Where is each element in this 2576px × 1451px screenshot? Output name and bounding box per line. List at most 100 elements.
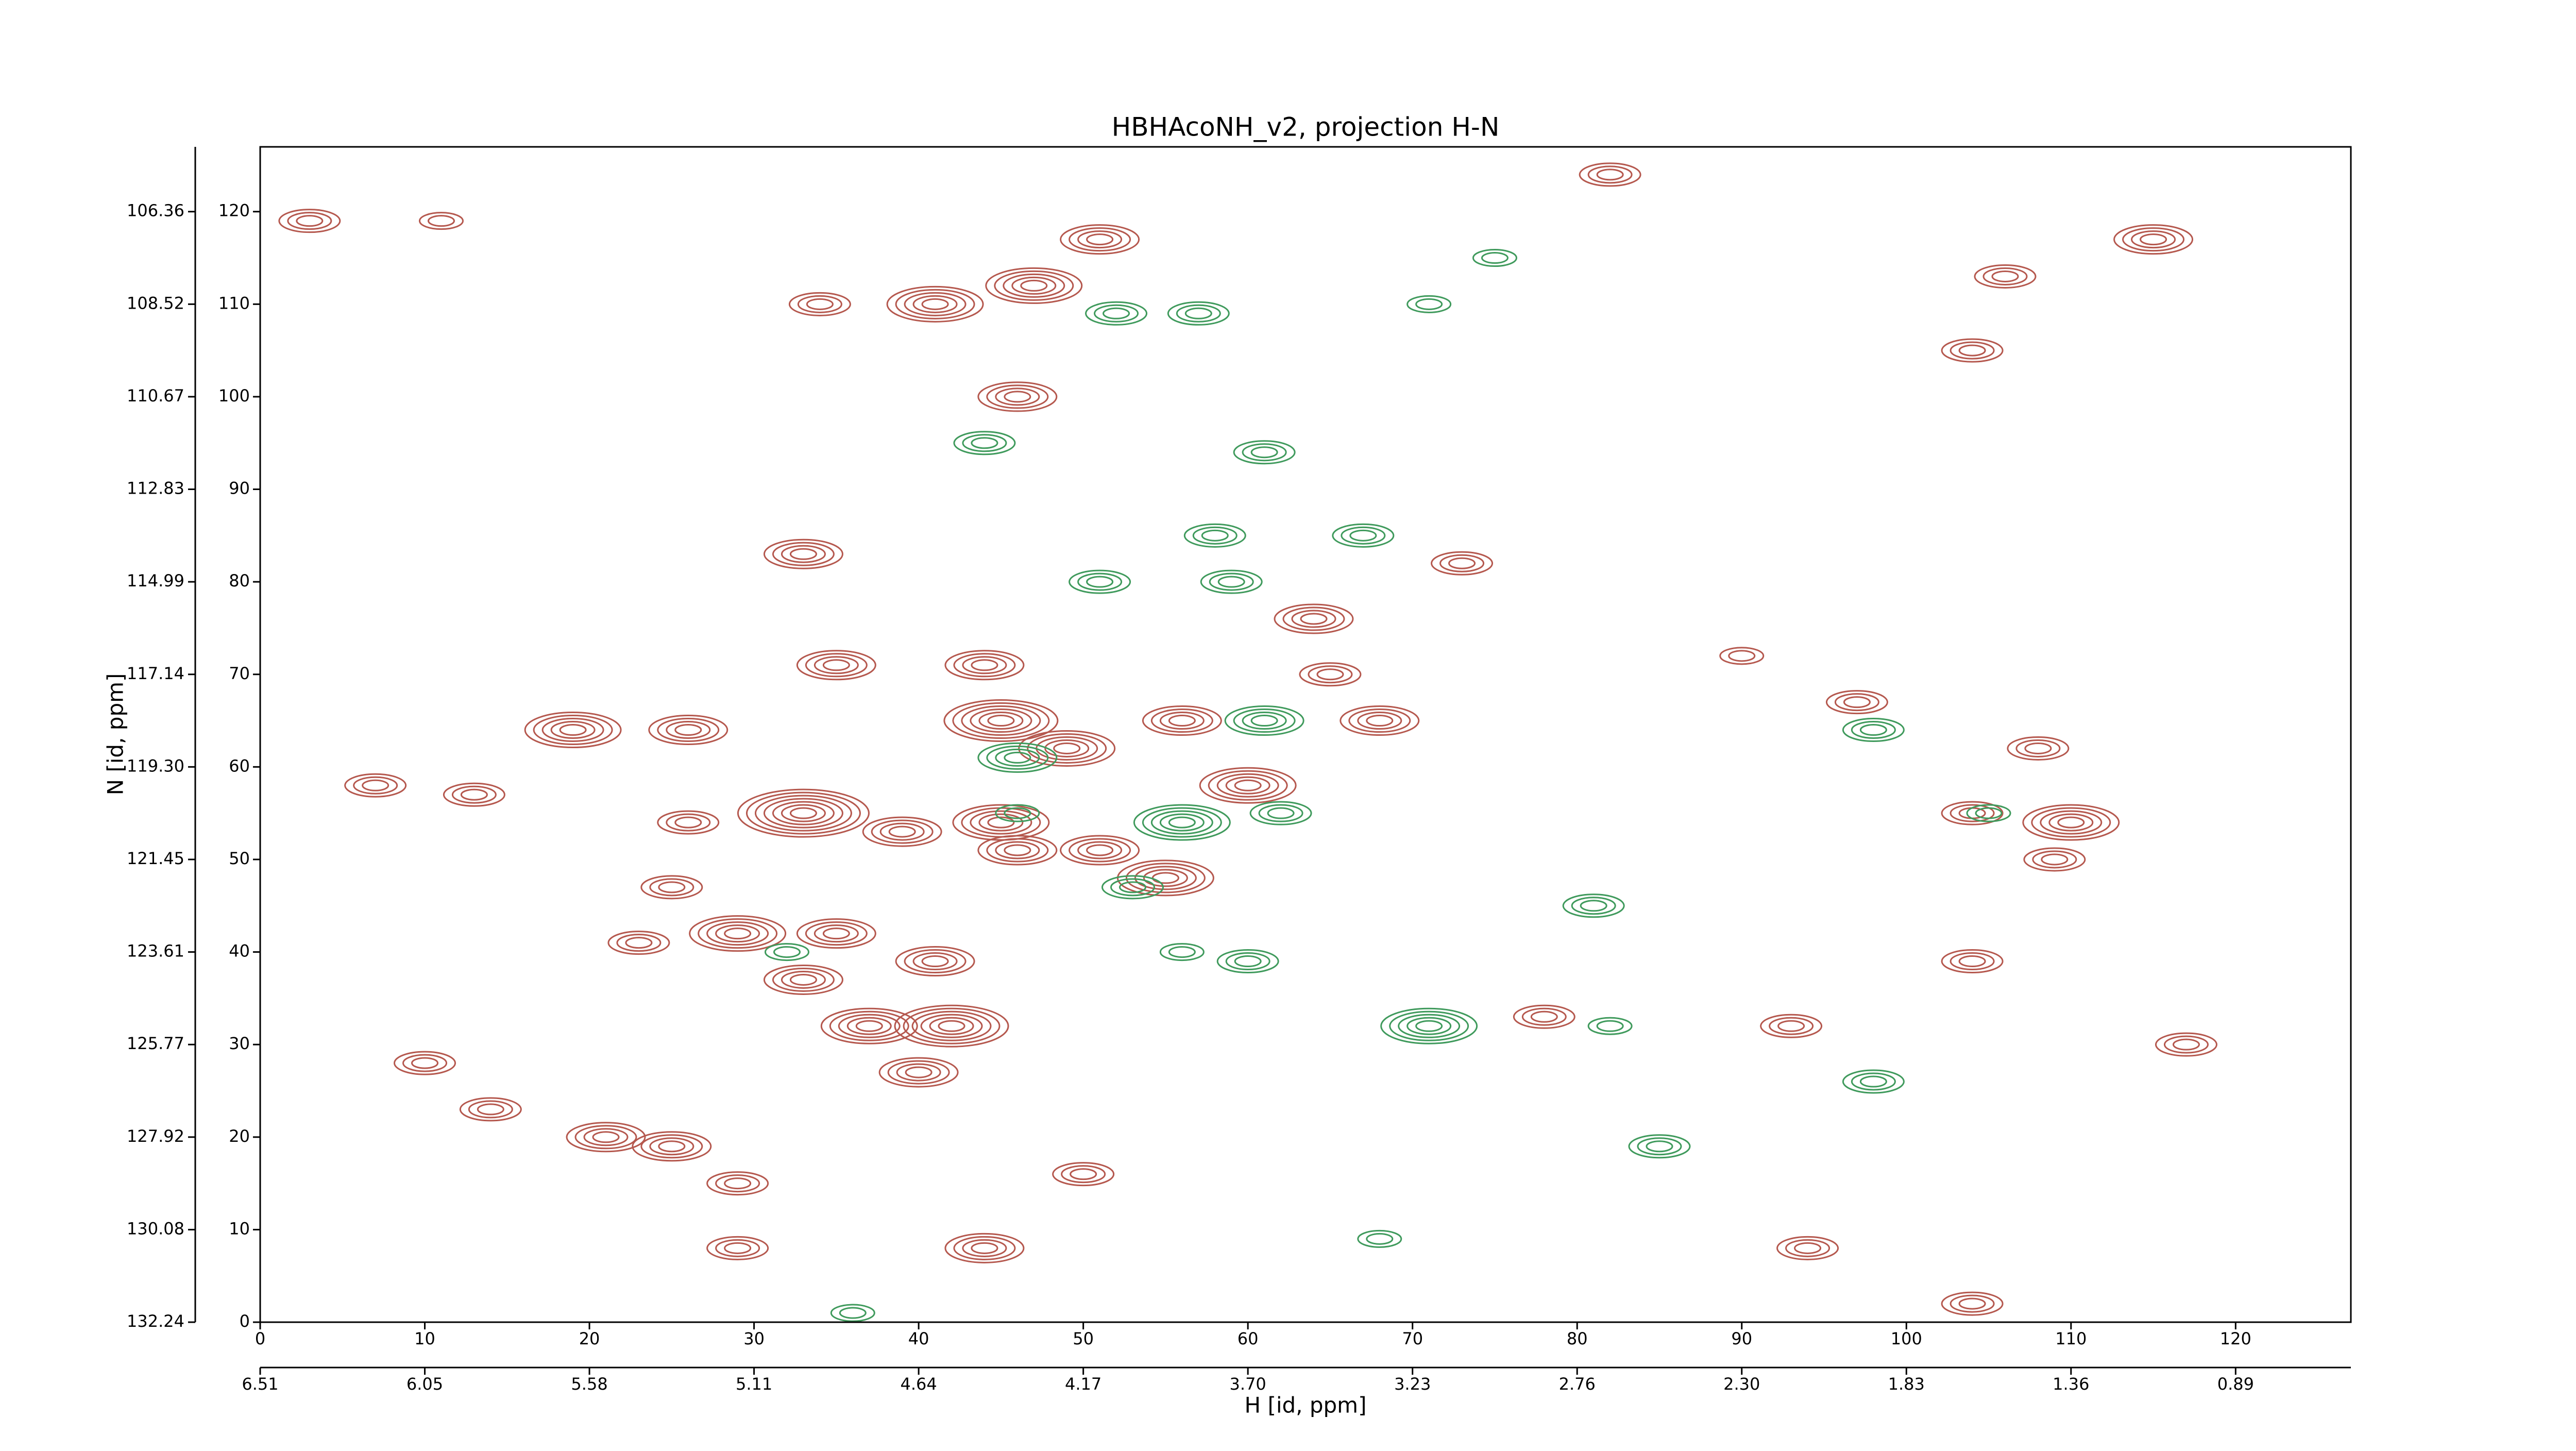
contour-ring (1406, 1017, 1452, 1035)
contour-ring (1086, 844, 1114, 856)
peak (1941, 949, 2004, 974)
contour-ring (1777, 1020, 1805, 1032)
contour-ring (921, 298, 949, 310)
contour-ring (1027, 733, 1107, 764)
contour-ring (1151, 872, 1179, 884)
contour-ring (822, 927, 850, 940)
contour-ring (657, 718, 720, 743)
contour-ring (1406, 295, 1452, 313)
contour-ring (1448, 557, 1476, 569)
peak (524, 712, 622, 749)
contour-ring (1200, 569, 1263, 594)
contour-ring (541, 718, 604, 743)
contour-ring (953, 1236, 1016, 1260)
contour-ring (1077, 572, 1123, 591)
contour-ring (822, 659, 850, 671)
peak (1060, 835, 1140, 866)
contour-ring (1562, 893, 1625, 918)
x2-tick-label: 2.30 (1723, 1374, 1760, 1394)
contour-ring (411, 1057, 439, 1069)
contour-ring (977, 835, 1058, 866)
contour-ring (2131, 230, 2176, 249)
contour-ring (1070, 1168, 1097, 1180)
contour-ring (1004, 391, 1031, 403)
contour-ring (846, 1017, 892, 1035)
contour-ring (1357, 712, 1402, 730)
y2-tick-label: 114.99 (127, 571, 184, 590)
contour-ring (1101, 875, 1164, 900)
contour-ring (706, 921, 769, 946)
peak (1101, 875, 1164, 900)
contour-ring (2155, 1032, 2217, 1057)
contour-ring (1086, 233, 1114, 246)
contour-ring (1760, 1014, 1823, 1038)
peak (895, 946, 975, 977)
contour-ring (1003, 273, 1065, 298)
peak (1159, 943, 1205, 961)
contour-ring (1941, 1291, 2004, 1316)
contour-ring (1785, 1239, 1831, 1257)
contour-ring (962, 434, 1007, 452)
contour-ring (929, 1017, 974, 1035)
contour-ring (1380, 1007, 1478, 1044)
contour-ring (1217, 576, 1245, 588)
contour-ring (1776, 1236, 1839, 1260)
contour-ring (550, 721, 596, 739)
peak (1274, 603, 1354, 634)
contour-ring (1349, 529, 1377, 542)
contour-ring (1134, 866, 1197, 890)
contour-ring (1950, 341, 1995, 360)
contour-ring (814, 924, 859, 943)
contour-ring (1201, 529, 1229, 542)
contour-ring (1472, 249, 1517, 267)
contour-ring (2122, 227, 2185, 252)
contour-ring (468, 1100, 513, 1119)
peak (1941, 1291, 2004, 1316)
contour-ring (715, 1239, 760, 1257)
peak (2023, 847, 2086, 872)
contour-ring (1225, 952, 1270, 971)
contour-ring (855, 1020, 883, 1032)
contour-ring (1842, 1069, 1905, 1094)
peak (977, 381, 1058, 412)
contour-ring (1209, 572, 1254, 591)
contour-ring (987, 816, 1015, 829)
contour-ring (862, 816, 942, 847)
contour-ring (607, 931, 670, 955)
peak (1116, 859, 1214, 897)
contour-ring (1216, 949, 1279, 974)
peak (1233, 440, 1296, 465)
contour-ring (986, 384, 1049, 409)
contour-ring (1587, 1017, 1633, 1035)
contour-ring (952, 804, 1050, 841)
x-tick-label: 30 (743, 1329, 765, 1348)
x-tick-label: 110 (2055, 1329, 2087, 1348)
contour-ring (911, 1010, 992, 1041)
contour-ring (1250, 446, 1278, 459)
contour-ring (344, 773, 407, 798)
contour-ring (1085, 301, 1148, 326)
contour-ring (1316, 668, 1344, 681)
contour-ring (1011, 276, 1057, 295)
contour-ring (402, 1054, 448, 1072)
contour-ring (1513, 1004, 1575, 1029)
contour-ring (2032, 850, 2077, 869)
contour-ring (394, 1051, 456, 1075)
contour-ring (1571, 897, 1616, 915)
contour-ring (689, 915, 787, 952)
contour-ring (2023, 847, 2086, 872)
contour-ring (971, 659, 998, 671)
contour-ring (1834, 693, 1879, 712)
peak (1966, 804, 2011, 822)
x2-tick-label: 4.17 (1065, 1374, 1101, 1394)
peak (764, 943, 809, 961)
y-tick-label: 0 (240, 1311, 250, 1331)
contour-ring (1958, 1297, 1986, 1310)
peak (1842, 1069, 1905, 1094)
contour-ring (362, 779, 389, 791)
peak (1472, 249, 1517, 267)
contour-ring (616, 934, 662, 952)
contour-ring (1018, 730, 1116, 767)
peak (648, 715, 728, 746)
